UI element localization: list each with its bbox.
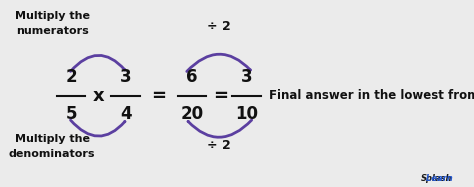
- Text: denominators: denominators: [9, 149, 95, 159]
- Text: Splash: Splash: [421, 174, 453, 183]
- Text: 10: 10: [235, 105, 258, 123]
- FancyArrowPatch shape: [187, 54, 250, 71]
- Text: 3: 3: [241, 68, 252, 86]
- FancyArrowPatch shape: [71, 55, 125, 71]
- Text: Multiply the: Multiply the: [15, 134, 90, 145]
- Text: Learn: Learn: [403, 174, 453, 183]
- Text: Multiply the: Multiply the: [15, 11, 90, 21]
- Text: 5: 5: [65, 105, 77, 123]
- Text: 4: 4: [120, 105, 131, 123]
- Text: ÷ 2: ÷ 2: [207, 20, 231, 33]
- Text: =: =: [213, 87, 228, 105]
- Text: 3: 3: [120, 68, 131, 86]
- Text: numerators: numerators: [16, 26, 89, 36]
- FancyArrowPatch shape: [188, 120, 252, 137]
- FancyArrowPatch shape: [71, 120, 125, 136]
- Text: x: x: [93, 87, 104, 105]
- Text: =: =: [151, 87, 166, 105]
- Text: Final answer in the lowest from: Final answer in the lowest from: [269, 89, 474, 102]
- Text: 20: 20: [181, 105, 203, 123]
- Text: ÷ 2: ÷ 2: [207, 139, 231, 152]
- Text: 2: 2: [65, 68, 77, 86]
- Text: 6: 6: [186, 68, 198, 86]
